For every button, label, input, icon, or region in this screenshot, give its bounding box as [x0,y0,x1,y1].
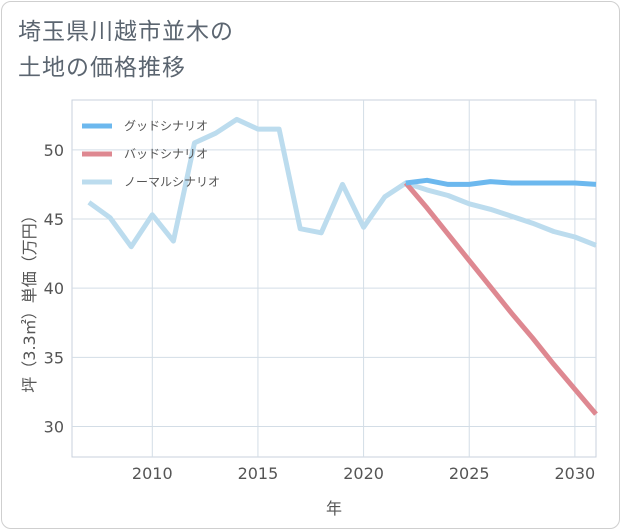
bad-scenario-line [403,181,598,416]
x-tick-label: 2015 [238,464,279,483]
x-tick-label: 2030 [555,464,596,483]
x-tick-label: 2010 [132,464,173,483]
y-tick-label: 40 [44,279,64,298]
tick-labels: 2010 2015 2020 2025 2030 30 35 40 45 50 [44,141,596,483]
good-scenario-line [405,177,597,187]
x-axis-label: 年 [326,499,342,518]
chart-title-line-1: 埼玉県川越市並木の [18,19,234,45]
y-tick-label: 35 [44,348,64,367]
x-tick-label: 2025 [449,464,490,483]
grid-lines [72,100,596,457]
plot-area [71,99,597,458]
y-tick-label: 30 [44,418,64,437]
data-series [87,116,598,416]
normal-scenario-line [87,116,597,250]
chart-title: 埼玉県川越市並木の 土地の価格推移 [18,14,234,86]
y-tick-label: 50 [44,141,64,160]
legend-label: バッドシナリオ [124,147,208,161]
legend-label: ノーマルシナリオ [124,175,220,189]
legend-label: グッドシナリオ [124,119,208,133]
chart-title-line-2: 土地の価格推移 [18,55,186,81]
x-tick-label: 2020 [343,464,384,483]
y-axis-label: 坪（3.3㎡）単価（万円） [20,207,39,392]
y-tick-label: 45 [44,210,64,229]
